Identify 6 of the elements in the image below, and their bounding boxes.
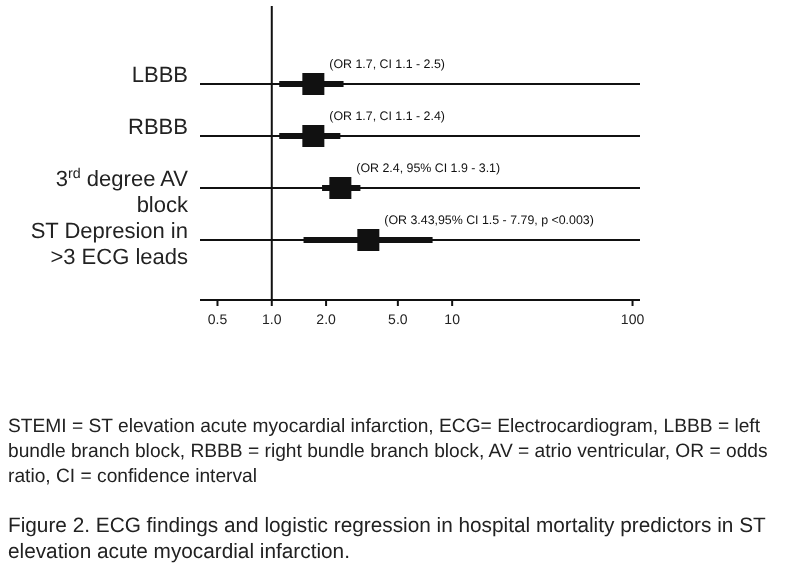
text: STEMI = ST elevation acute myocardial infarction, ECG= Electrocardiogram, LBBB = left bundle branch block, RBBB = right bundle branch block, AV = atrio ventricular, OR = odds ratio, CI = confidence interval	[8, 416, 768, 489]
y-tick-label: ST Depresion in >3 ECG leads	[30, 220, 189, 270]
y-tick-label: LBBB	[131, 64, 188, 88]
caption: Figure 2. ECG findings and logistic regression in hospital mortality predictors in ST elevation acute myocardial infarction.	[8, 515, 767, 565]
y-tick-label: RBBB	[128, 116, 188, 140]
y-tick-label: 3$^{rd}$ degree AV block	[55, 166, 190, 218]
